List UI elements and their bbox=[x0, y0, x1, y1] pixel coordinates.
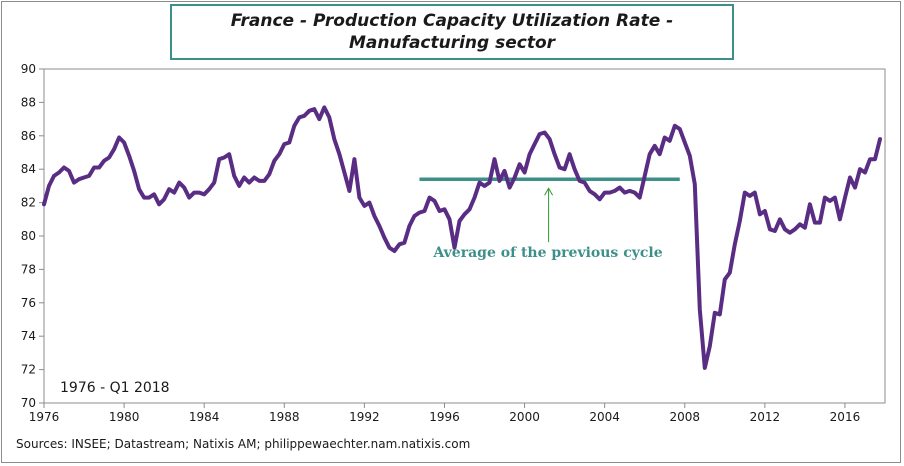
chart-title-line-1: France - Production Capacity Utilization… bbox=[230, 11, 674, 31]
series-line-capacity-utilization bbox=[42, 105, 882, 370]
x-tick-label: 2004 bbox=[589, 410, 620, 424]
y-tick-label: 82 bbox=[21, 196, 36, 210]
x-tick-label: 1976 bbox=[29, 410, 60, 424]
annotation-arrow-head bbox=[544, 187, 554, 196]
x-tick-label: 1988 bbox=[269, 410, 300, 424]
y-tick-label: 88 bbox=[21, 95, 36, 109]
y-tick-label: 70 bbox=[21, 396, 36, 410]
average-annotation-label: Average of the previous cycle bbox=[432, 245, 662, 261]
y-tick-label: 78 bbox=[21, 262, 36, 276]
x-tick-label: 2016 bbox=[830, 410, 861, 424]
y-tick-label: 72 bbox=[21, 363, 36, 377]
x-tick-label: 1996 bbox=[429, 410, 460, 424]
x-axis: 1976 1980 1984 1988 1992 1996 2000 2004 2008 2012… bbox=[29, 403, 860, 424]
y-tick-label: 84 bbox=[21, 162, 36, 176]
average-layer: Average of the previous cycle bbox=[419, 177, 680, 261]
period-label: 1976 - Q1 2018 bbox=[60, 380, 170, 396]
y-axis: 70 72 74 76 78 80 82 84 86 88 90 bbox=[21, 62, 44, 410]
y-tick-label: 90 bbox=[21, 62, 36, 76]
x-tick-label: 1984 bbox=[189, 410, 220, 424]
x-tick-label: 1980 bbox=[109, 410, 140, 424]
x-tick-label: 2000 bbox=[509, 410, 540, 424]
x-tick-label: 2008 bbox=[669, 410, 700, 424]
y-tick-label: 76 bbox=[21, 296, 36, 310]
x-tick-label: 2012 bbox=[750, 410, 781, 424]
y-tick-label: 74 bbox=[21, 329, 36, 343]
source-note: Sources: INSEE; Datastream; Natixis AM; … bbox=[16, 437, 471, 451]
plot-area bbox=[43, 68, 886, 404]
series-layer bbox=[42, 105, 882, 370]
x-tick-label: 1992 bbox=[349, 410, 380, 424]
chart-title-line-2: Manufacturing sector bbox=[348, 33, 556, 53]
y-tick-label: 86 bbox=[21, 129, 36, 143]
y-tick-label: 80 bbox=[21, 229, 36, 243]
chart-title-box: France - Production Capacity Utilization… bbox=[170, 4, 734, 60]
